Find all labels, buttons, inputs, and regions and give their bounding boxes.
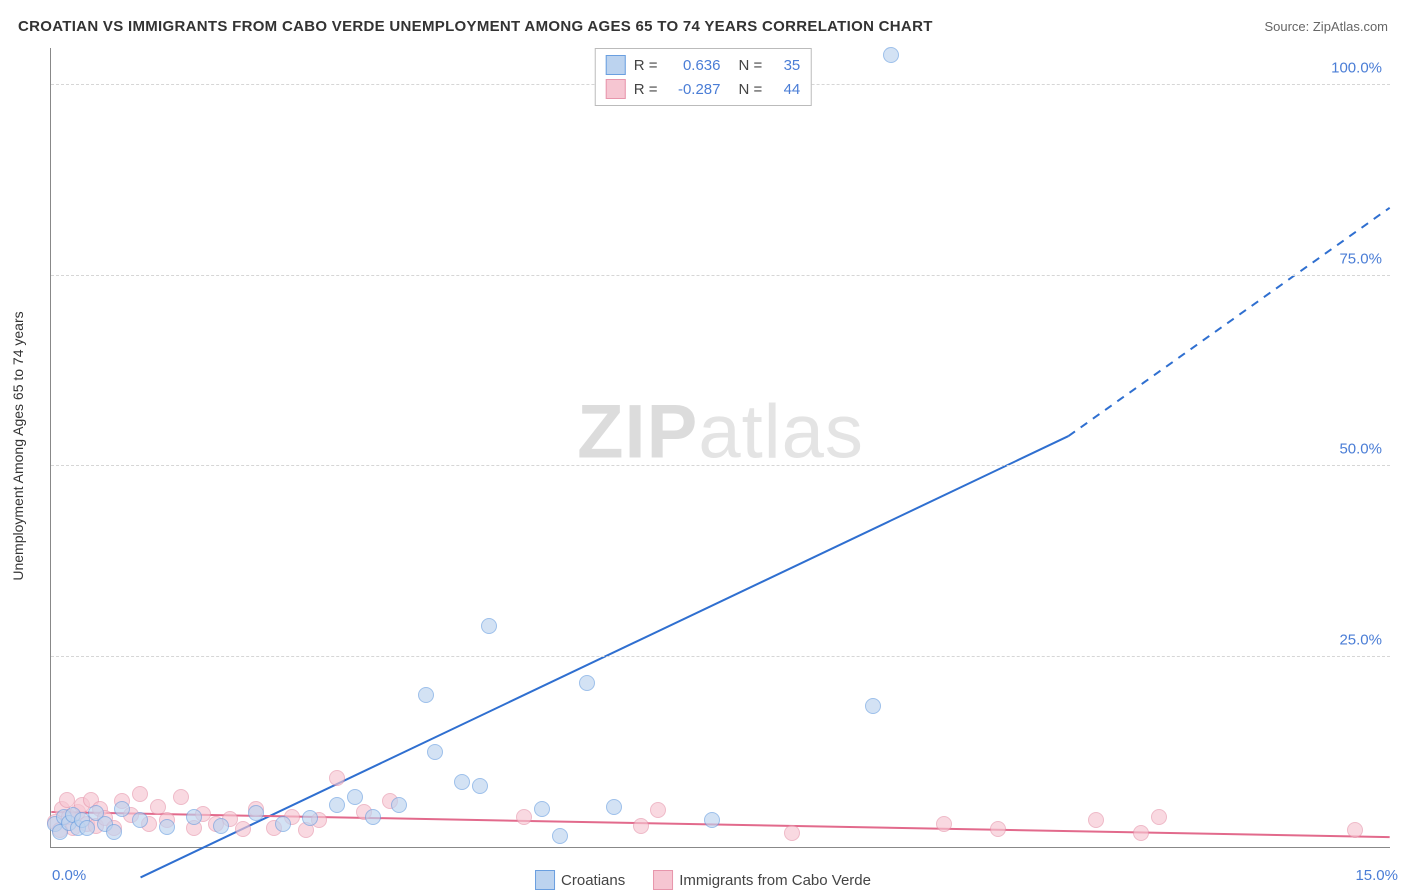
data-point bbox=[936, 816, 952, 832]
data-point bbox=[365, 809, 381, 825]
data-point bbox=[1133, 825, 1149, 841]
data-point bbox=[427, 744, 443, 760]
correlation-row: R = 0.636 N = 35 bbox=[606, 53, 801, 77]
data-point bbox=[990, 821, 1006, 837]
data-point bbox=[579, 675, 595, 691]
legend-swatch-cabo-verde bbox=[606, 79, 626, 99]
data-point bbox=[633, 818, 649, 834]
data-point bbox=[1088, 812, 1104, 828]
legend-label-croatians: Croatians bbox=[561, 872, 625, 889]
r-value-croatians: 0.636 bbox=[666, 57, 721, 74]
data-point bbox=[186, 809, 202, 825]
trend-lines-layer bbox=[51, 48, 1390, 847]
r-label: R = bbox=[634, 81, 658, 98]
data-point bbox=[235, 821, 251, 837]
x-tick-min: 0.0% bbox=[52, 867, 86, 884]
data-point bbox=[606, 799, 622, 815]
data-point bbox=[516, 809, 532, 825]
y-tick-label: 75.0% bbox=[1339, 250, 1382, 267]
legend-item-cabo-verde: Immigrants from Cabo Verde bbox=[653, 870, 871, 890]
gridline bbox=[51, 465, 1390, 466]
data-point bbox=[391, 797, 407, 813]
data-point bbox=[329, 797, 345, 813]
data-point bbox=[248, 805, 264, 821]
data-point bbox=[865, 698, 881, 714]
r-value-cabo-verde: -0.287 bbox=[666, 81, 721, 98]
gridline bbox=[51, 656, 1390, 657]
y-axis-label: Unemployment Among Ages 65 to 74 years bbox=[10, 311, 26, 580]
source-label: Source: ZipAtlas.com bbox=[1264, 19, 1388, 34]
data-point bbox=[79, 820, 95, 836]
data-point bbox=[275, 816, 291, 832]
data-point bbox=[302, 810, 318, 826]
data-point bbox=[159, 819, 175, 835]
y-tick-label: 50.0% bbox=[1339, 441, 1382, 458]
data-point bbox=[481, 618, 497, 634]
trend-line bbox=[141, 436, 1069, 877]
data-point bbox=[1347, 822, 1363, 838]
gridline bbox=[51, 275, 1390, 276]
plot-area: ZIPatlas 25.0%50.0%75.0%100.0% bbox=[50, 48, 1390, 848]
data-point bbox=[173, 789, 189, 805]
correlation-legend: R = 0.636 N = 35 R = -0.287 N = 44 bbox=[595, 48, 812, 106]
r-label: R = bbox=[634, 57, 658, 74]
legend-swatch-croatians bbox=[606, 55, 626, 75]
data-point bbox=[552, 828, 568, 844]
n-value-cabo-verde: 44 bbox=[770, 81, 800, 98]
data-point bbox=[650, 802, 666, 818]
y-tick-label: 25.0% bbox=[1339, 631, 1382, 648]
data-point bbox=[114, 801, 130, 817]
y-tick-label: 100.0% bbox=[1331, 60, 1382, 77]
data-point bbox=[132, 812, 148, 828]
n-value-croatians: 35 bbox=[770, 57, 800, 74]
data-point bbox=[1151, 809, 1167, 825]
x-tick-max: 15.0% bbox=[1355, 867, 1398, 884]
data-point bbox=[784, 825, 800, 841]
correlation-row: R = -0.287 N = 44 bbox=[606, 77, 801, 101]
legend-item-croatians: Croatians bbox=[535, 870, 625, 890]
data-point bbox=[418, 687, 434, 703]
legend-swatch-croatians bbox=[535, 870, 555, 890]
data-point bbox=[329, 770, 345, 786]
series-legend: Croatians Immigrants from Cabo Verde bbox=[535, 870, 871, 890]
data-point bbox=[704, 812, 720, 828]
legend-label-cabo-verde: Immigrants from Cabo Verde bbox=[679, 872, 871, 889]
trend-line bbox=[1068, 208, 1389, 436]
data-point bbox=[106, 824, 122, 840]
n-label: N = bbox=[739, 81, 763, 98]
data-point bbox=[883, 47, 899, 63]
n-label: N = bbox=[739, 57, 763, 74]
data-point bbox=[534, 801, 550, 817]
data-point bbox=[213, 818, 229, 834]
chart-title: CROATIAN VS IMMIGRANTS FROM CABO VERDE U… bbox=[18, 18, 933, 35]
data-point bbox=[472, 778, 488, 794]
legend-swatch-cabo-verde bbox=[653, 870, 673, 890]
data-point bbox=[132, 786, 148, 802]
data-point bbox=[454, 774, 470, 790]
data-point bbox=[347, 789, 363, 805]
